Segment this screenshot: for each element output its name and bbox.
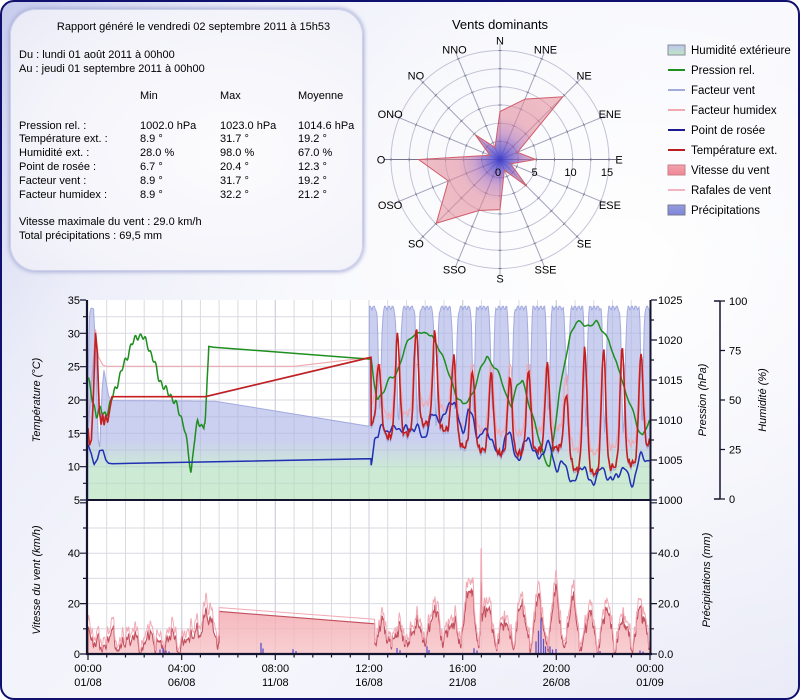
svg-text:16/08: 16/08 (355, 677, 383, 689)
svg-text:Pression (hPa): Pression (hPa) (697, 363, 709, 436)
svg-text:26/08: 26/08 (543, 677, 571, 689)
svg-text:E: E (615, 155, 622, 167)
svg-text:21/08: 21/08 (449, 677, 477, 689)
svg-text:00:00: 00:00 (636, 663, 664, 675)
svg-text:40.0: 40.0 (658, 548, 679, 560)
svg-text:01/09: 01/09 (636, 677, 664, 689)
svg-text:ESE: ESE (599, 200, 621, 212)
svg-text:NNE: NNE (534, 45, 557, 57)
svg-text:Précipitations: Précipitations (691, 205, 760, 217)
svg-text:Rafales de vent: Rafales de vent (691, 185, 772, 197)
svg-text:Facteur humidex: Facteur humidex (691, 105, 777, 117)
svg-text:40: 40 (68, 548, 80, 560)
svg-text:Point de rosée: Point de rosée (691, 125, 765, 137)
svg-text:SE: SE (577, 239, 592, 251)
svg-text:10: 10 (564, 167, 576, 179)
svg-text:1025: 1025 (658, 295, 682, 307)
svg-text:Vitesse du vent (km/h): Vitesse du vent (km/h) (31, 525, 43, 635)
svg-text:15: 15 (68, 428, 80, 440)
svg-text:0.0: 0.0 (658, 649, 673, 661)
svg-text:SSE: SSE (534, 264, 556, 276)
svg-text:50: 50 (729, 395, 741, 407)
svg-text:08:00: 08:00 (262, 663, 290, 675)
svg-text:Température ext.: Température ext. (691, 145, 777, 157)
svg-text:NO: NO (408, 70, 425, 82)
svg-text:5: 5 (531, 167, 537, 179)
svg-text:35: 35 (68, 295, 80, 307)
svg-text:16:00: 16:00 (449, 663, 477, 675)
svg-text:NE: NE (576, 70, 591, 82)
svg-text:1010: 1010 (658, 415, 682, 427)
svg-text:Vitesse du vent: Vitesse du vent (691, 165, 770, 177)
svg-text:ONO: ONO (378, 109, 404, 121)
svg-text:1005: 1005 (658, 455, 682, 467)
svg-text:NNO: NNO (442, 45, 467, 57)
svg-text:Pression rel.: Pression rel. (691, 65, 755, 77)
svg-text:SSO: SSO (443, 264, 467, 276)
svg-text:75: 75 (729, 346, 741, 358)
svg-text:O: O (377, 155, 386, 167)
svg-text:S: S (496, 274, 503, 286)
svg-text:12:00: 12:00 (355, 663, 383, 675)
svg-text:00:00: 00:00 (74, 663, 102, 675)
svg-text:25: 25 (68, 362, 80, 374)
svg-text:Humidité (%): Humidité (%) (757, 368, 769, 432)
svg-text:20.0: 20.0 (658, 599, 679, 611)
svg-text:06/08: 06/08 (168, 677, 196, 689)
svg-text:20:00: 20:00 (543, 663, 571, 675)
svg-text:0: 0 (495, 167, 501, 179)
svg-text:20: 20 (68, 599, 80, 611)
svg-text:30: 30 (68, 328, 80, 340)
svg-text:0: 0 (74, 649, 80, 661)
svg-text:5: 5 (74, 495, 80, 507)
svg-text:N: N (496, 36, 504, 48)
svg-text:OSO: OSO (378, 200, 403, 212)
svg-text:Humidité extérieure: Humidité extérieure (691, 45, 791, 57)
svg-text:SO: SO (408, 239, 424, 251)
svg-text:Précipitations (mm): Précipitations (mm) (701, 532, 713, 627)
svg-text:01/08: 01/08 (74, 677, 102, 689)
svg-text:1015: 1015 (658, 375, 682, 387)
svg-text:11/08: 11/08 (262, 677, 289, 689)
svg-text:Facteur vent: Facteur vent (691, 85, 756, 97)
svg-text:0: 0 (729, 494, 735, 506)
svg-text:100: 100 (729, 296, 747, 308)
svg-text:Vents dominants: Vents dominants (452, 17, 549, 32)
svg-text:04:00: 04:00 (168, 663, 196, 675)
svg-text:Température (°C): Température (°C) (31, 357, 43, 442)
svg-text:1020: 1020 (658, 335, 682, 347)
svg-text:15: 15 (601, 167, 613, 179)
svg-text:25: 25 (729, 445, 741, 457)
svg-text:10: 10 (68, 462, 80, 474)
svg-text:20: 20 (68, 395, 80, 407)
svg-text:1000: 1000 (658, 495, 682, 507)
svg-text:ENE: ENE (599, 109, 622, 121)
